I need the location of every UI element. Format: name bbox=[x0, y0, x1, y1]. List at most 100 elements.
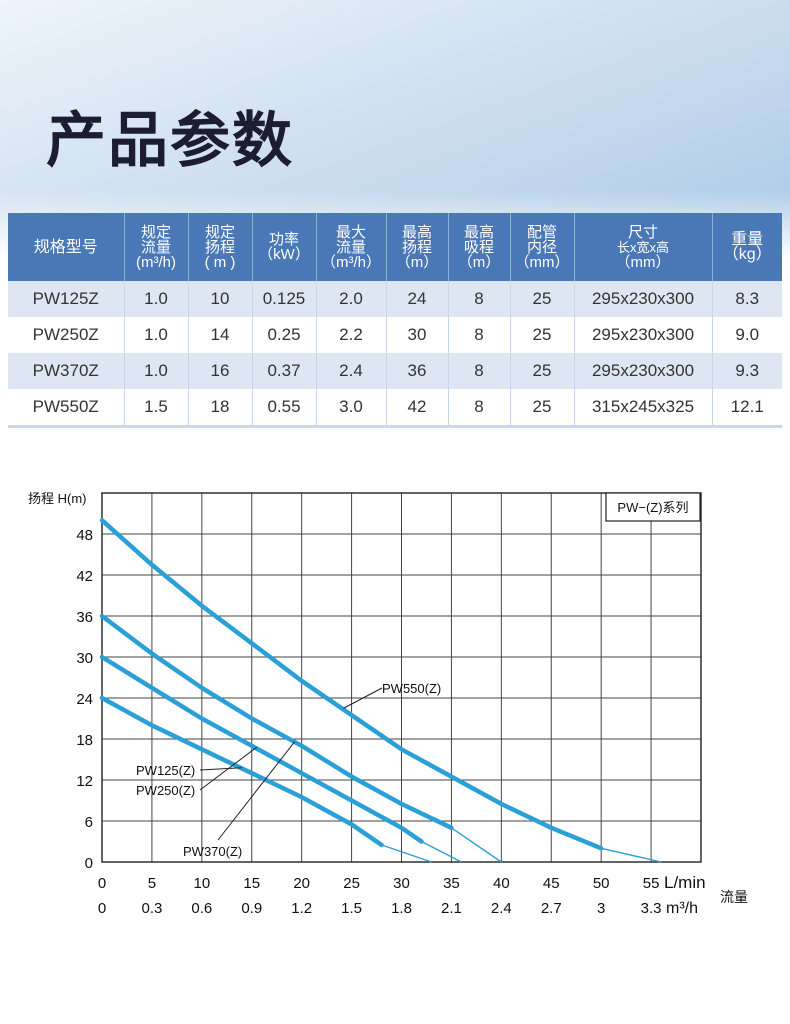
table-cell: 0.25 bbox=[252, 317, 317, 353]
series-tail-PW125(Z) bbox=[381, 844, 432, 863]
x-tick-label: 50 bbox=[593, 875, 610, 892]
table-row: PW125Z 1.0 10 0.125 2.0 24 8 25 295x230x300 8.3 bbox=[8, 281, 782, 317]
model-cell: PW250Z bbox=[8, 317, 125, 353]
annotation-label: PW250(Z) bbox=[136, 783, 195, 798]
table-cell: 9.3 bbox=[712, 353, 782, 389]
column-header-line: 最高 bbox=[463, 223, 494, 241]
legend-label: PW−(Z)系列 bbox=[617, 500, 688, 515]
table-cell: 10 bbox=[188, 281, 253, 317]
annotation-leader bbox=[199, 767, 242, 771]
table-cell: 295x230x300 bbox=[574, 353, 713, 389]
page-title: 产品参数 bbox=[46, 106, 294, 176]
y-tick-label: 42 bbox=[76, 568, 93, 585]
model-cell: PW370Z bbox=[8, 353, 125, 389]
table-row: PW550Z 1.5 18 0.55 3.0 42 8 25 315x245x325 12.1 bbox=[8, 389, 782, 428]
y-tick-label: 0 bbox=[85, 855, 93, 872]
column-header-line: （m³/h） bbox=[320, 253, 381, 271]
x2-tick-label: 1.8 bbox=[391, 900, 412, 917]
column-header: 重量 （kg） bbox=[712, 213, 782, 281]
column-header-line: 最高 bbox=[401, 223, 432, 241]
performance-chart: PW−(Z)系列 扬程 H(m) 0 6 12 18 24 30 36 42 48 0 0 5 0.3 10 0… bbox=[0, 470, 790, 930]
column-header-line: 规定 bbox=[140, 223, 171, 241]
x-tick-label: 45 bbox=[543, 875, 560, 892]
annotation-leader bbox=[343, 687, 383, 709]
column-header-line: （mm） bbox=[514, 253, 570, 271]
column-header-line: （kg） bbox=[722, 246, 772, 263]
table-cell: 8.3 bbox=[712, 281, 782, 317]
table-cell: 8 bbox=[448, 389, 511, 428]
column-header-line: 流量 bbox=[140, 238, 171, 256]
y-tick-label: 48 bbox=[76, 527, 93, 544]
table-cell: 295x230x300 bbox=[574, 281, 713, 317]
series-line-PW250(Z) bbox=[99, 654, 424, 844]
table-cell: 0.125 bbox=[252, 281, 317, 317]
series-tail-PW370(Z) bbox=[451, 827, 502, 863]
column-header: 功率 （kW） bbox=[252, 213, 317, 281]
x-tick-label: 0 bbox=[98, 875, 106, 892]
legend-box bbox=[605, 492, 701, 522]
x2-tick-label: 0 bbox=[98, 900, 106, 917]
table-cell: 14 bbox=[188, 317, 253, 353]
series-line-PW370(Z) bbox=[99, 613, 454, 831]
column-header: 最大 流量 （m³/h） bbox=[316, 213, 387, 281]
column-header-line: 规格型号 bbox=[33, 238, 98, 256]
x2-tick-label: 3.3 bbox=[641, 900, 662, 917]
table-row: PW370Z 1.0 16 0.37 2.4 36 8 25 295x230x300 9.3 bbox=[8, 353, 782, 389]
table-cell: 315x245x325 bbox=[574, 389, 713, 428]
y-tick-label: 12 bbox=[76, 773, 93, 790]
table-cell: 295x230x300 bbox=[574, 317, 713, 353]
table-cell: 2.0 bbox=[316, 281, 387, 317]
table-row: PW250Z 1.0 14 0.25 2.2 30 8 25 295x230x300 9.0 bbox=[8, 317, 782, 353]
column-header-line: 扬程 bbox=[204, 238, 235, 256]
table-cell: 24 bbox=[386, 281, 449, 317]
x2-tick-label: 3 bbox=[597, 900, 605, 917]
table-cell: 9.0 bbox=[712, 317, 782, 353]
y-tick-label: 30 bbox=[76, 650, 93, 667]
annotation-leader bbox=[217, 741, 296, 841]
x-tick-label: 25 bbox=[343, 875, 360, 892]
x-tick-label: 55 bbox=[643, 875, 660, 892]
x-tick-label: 30 bbox=[393, 875, 410, 892]
column-header-line: 配管 bbox=[526, 223, 557, 241]
column-header-line: 吸程 bbox=[463, 238, 494, 256]
table-cell: 12.1 bbox=[712, 389, 782, 428]
table-cell: 1.0 bbox=[124, 353, 189, 389]
column-header-line: 尺寸 bbox=[627, 223, 658, 241]
x2-tick-label: 2.7 bbox=[541, 900, 562, 917]
model-cell: PW550Z bbox=[8, 389, 125, 428]
column-header: 最高 扬程 （m） bbox=[386, 213, 449, 281]
x2-tick-label: 1.2 bbox=[291, 900, 312, 917]
column-header-line: 内径 bbox=[526, 238, 557, 256]
table-cell: 2.2 bbox=[316, 317, 387, 353]
column-header: 规定 流量 (m³/h) bbox=[124, 213, 189, 281]
table-cell: 42 bbox=[386, 389, 449, 428]
table-cell: 30 bbox=[386, 317, 449, 353]
column-header: 最高 吸程 （m） bbox=[448, 213, 511, 281]
column-header-line: （m） bbox=[395, 253, 439, 271]
table-cell: 18 bbox=[188, 389, 253, 428]
x2-tick-label: 2.4 bbox=[491, 900, 512, 917]
y-tick-label: 6 bbox=[85, 814, 93, 831]
column-header-line: 重量 bbox=[731, 231, 764, 248]
x-tick-label: 5 bbox=[148, 875, 156, 892]
series-line-PW550(Z) bbox=[99, 518, 604, 851]
column-header-line: ( m ) bbox=[204, 253, 236, 271]
table-cell: 0.55 bbox=[252, 389, 317, 428]
x2-unit-label: m³/h bbox=[666, 900, 698, 917]
x-tick-label: 15 bbox=[243, 875, 260, 892]
x2-tick-label: 2.1 bbox=[441, 900, 462, 917]
y-tick-label: 36 bbox=[76, 609, 93, 626]
table-cell: 36 bbox=[386, 353, 449, 389]
x2-tick-label: 0.6 bbox=[191, 900, 212, 917]
x2-tick-label: 0.3 bbox=[141, 900, 162, 917]
table-cell: 1.0 bbox=[124, 317, 189, 353]
column-header-line: (m³/h) bbox=[136, 253, 176, 271]
y-tick-label: 18 bbox=[76, 732, 93, 749]
column-header: 尺寸 长x宽x高 （mm） bbox=[574, 213, 713, 281]
column-header-line: 长x宽x高 bbox=[616, 239, 669, 255]
column-header-line: （mm） bbox=[615, 253, 671, 271]
x-tick-label: 10 bbox=[193, 875, 210, 892]
column-header: 规格型号 bbox=[8, 213, 125, 281]
x-tick-label: 40 bbox=[493, 875, 510, 892]
table-cell: 25 bbox=[510, 389, 575, 428]
